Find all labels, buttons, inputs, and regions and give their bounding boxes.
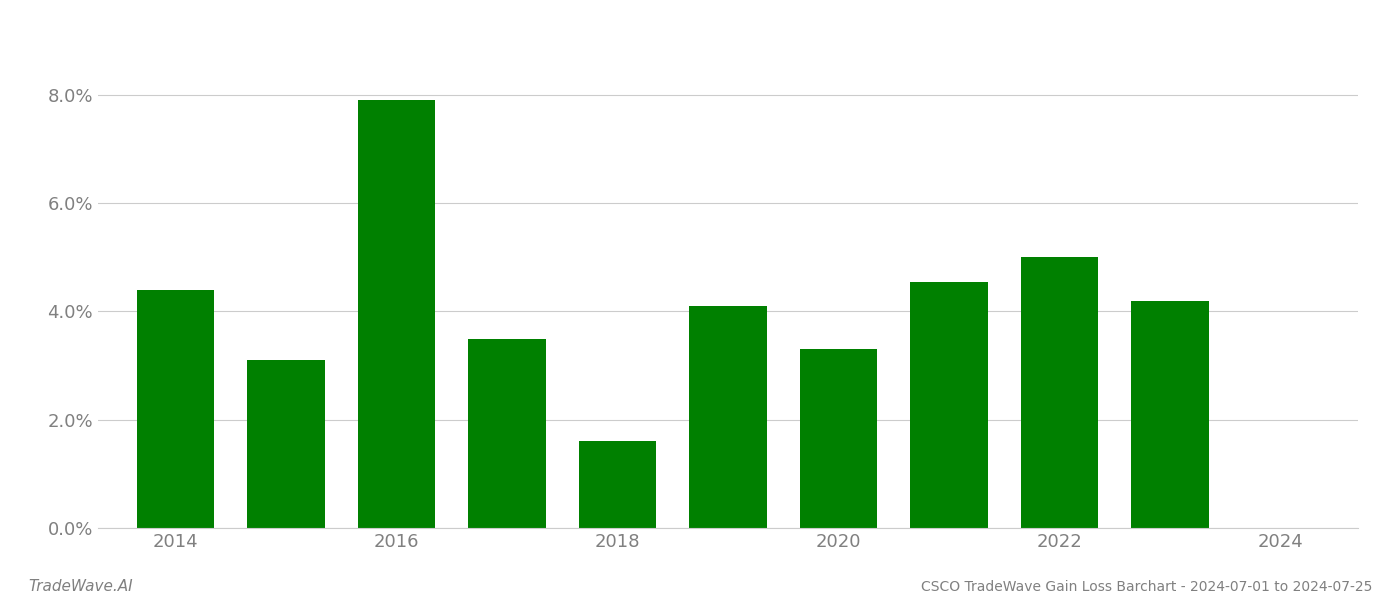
Bar xyxy=(137,290,214,528)
Bar xyxy=(358,100,435,528)
Bar xyxy=(799,349,878,528)
Text: TradeWave.AI: TradeWave.AI xyxy=(28,579,133,594)
Bar xyxy=(1131,301,1208,528)
Bar xyxy=(689,306,767,528)
Bar xyxy=(910,282,988,528)
Bar xyxy=(468,338,546,528)
Bar xyxy=(1021,257,1098,528)
Bar xyxy=(248,360,325,528)
Text: CSCO TradeWave Gain Loss Barchart - 2024-07-01 to 2024-07-25: CSCO TradeWave Gain Loss Barchart - 2024… xyxy=(921,580,1372,594)
Bar xyxy=(578,442,657,528)
